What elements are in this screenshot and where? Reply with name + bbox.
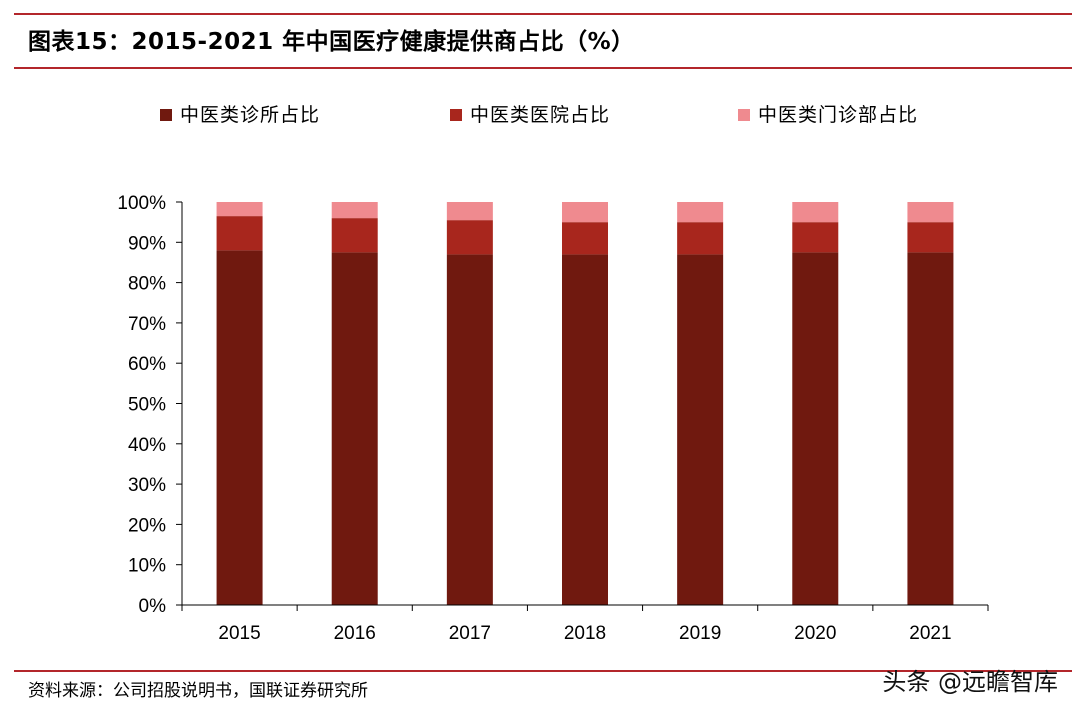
y-tick-label-4: 40% [128, 435, 166, 456]
x-tick-label-2016: 2016 [334, 623, 376, 644]
bar-2016-series-0 [331, 252, 378, 605]
bar-2016-series-2 [331, 202, 378, 219]
bar-2017-series-1 [446, 220, 493, 255]
legend-swatch-0 [160, 109, 172, 121]
bar-2015-series-0 [216, 250, 263, 606]
bar-2018-series-1 [562, 222, 608, 255]
bars-group [216, 202, 954, 606]
y-tick-label-3: 30% [128, 475, 166, 496]
bar-2019-series-0 [677, 254, 724, 605]
bar-2021-series-1 [907, 222, 954, 253]
y-tick-label-1: 10% [128, 556, 166, 577]
legend-label-0: 中医类诊所占比 [180, 104, 320, 126]
x-tick-label-2018: 2018 [564, 623, 606, 644]
bar-2021-series-2 [907, 202, 954, 223]
bar-2018-series-0 [562, 254, 608, 605]
y-tick-label-10: 100% [117, 193, 166, 214]
bar-2015-series-2 [216, 202, 263, 217]
source-note: 资料来源：公司招股说明书，国联证券研究所 [28, 681, 368, 701]
top-rule [14, 13, 1072, 15]
title-rule [14, 67, 1072, 69]
bar-2016-series-1 [331, 218, 378, 253]
y-tick-label-0: 0% [139, 596, 167, 617]
legend-label-2: 中医类门诊部占比 [758, 104, 918, 126]
bar-2020-series-1 [792, 222, 839, 253]
bar-2017-series-0 [446, 254, 493, 605]
y-tick-label-7: 70% [128, 314, 166, 335]
bar-2015-series-1 [216, 216, 263, 251]
bottom-rule [14, 670, 1072, 672]
bar-2021-series-0 [907, 252, 954, 605]
x-tick-label-2019: 2019 [679, 623, 721, 644]
stacked-bar-chart: 中医类诊所占比 中医类医院占比 中医类门诊部占比 0% 10% 20% 30% 40% 50%… [117, 104, 989, 644]
y-tick-label-6: 60% [128, 354, 166, 375]
legend: 中医类诊所占比 中医类医院占比 中医类门诊部占比 [160, 104, 918, 126]
legend-swatch-1 [450, 109, 462, 121]
legend-swatch-2 [738, 109, 750, 121]
bar-2020-series-2 [792, 202, 839, 223]
y-tick-label-5: 50% [128, 395, 166, 416]
chart-title: 图表15：2015-2021 年中国医疗健康提供商占比（%） [28, 29, 635, 55]
y-tick-label-2: 20% [128, 515, 166, 536]
legend-label-1: 中医类医院占比 [470, 104, 610, 126]
bar-2019-series-2 [677, 202, 724, 223]
bar-2019-series-1 [677, 222, 724, 255]
x-tick-label-2020: 2020 [794, 623, 836, 644]
y-tick-label-8: 80% [128, 274, 166, 295]
y-tick-label-9: 90% [128, 233, 166, 254]
watermark: 头条 @远瞻智库 [882, 668, 1058, 696]
x-tick-label-2017: 2017 [449, 623, 491, 644]
bar-2018-series-2 [562, 202, 608, 223]
x-tick-label-2015: 2015 [218, 623, 260, 644]
bar-2020-series-0 [792, 252, 839, 605]
axes-group: 0% 10% 20% 30% 40% 50% 60% 70% 80% 90% 100% 2015 201… [117, 193, 989, 644]
bar-2017-series-2 [446, 202, 493, 221]
x-tick-label-2021: 2021 [909, 623, 951, 644]
